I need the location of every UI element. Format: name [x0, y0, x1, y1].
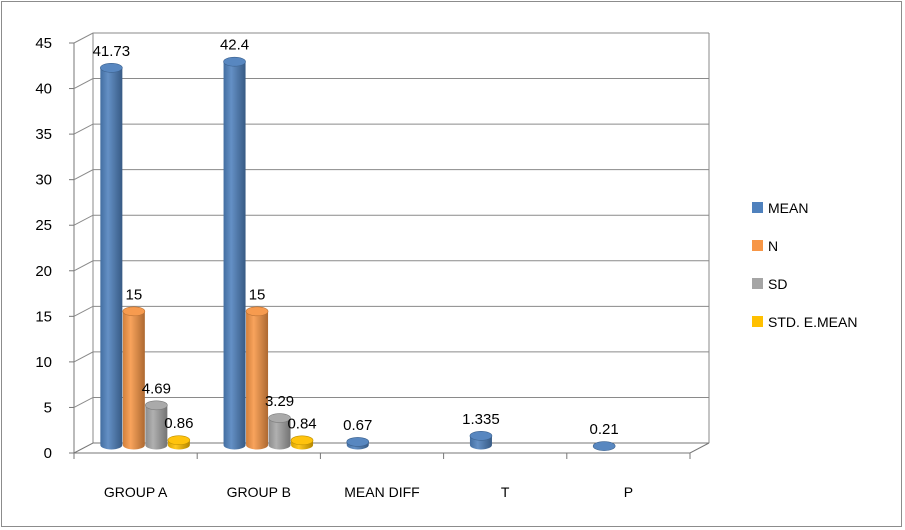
bar-mean-group-b — [223, 56, 246, 450]
x-category-label: GROUP A — [104, 484, 168, 500]
legend-item: N — [752, 238, 778, 254]
legend-item: SD — [752, 276, 787, 292]
y-tick-label: 40 — [35, 81, 52, 98]
y-tick-label: 25 — [35, 217, 52, 234]
gridline — [73, 169, 709, 181]
bar-sd-group-a — [145, 400, 168, 450]
data-label: 0.84 — [287, 415, 316, 432]
y-tick-label: 15 — [35, 308, 52, 325]
gridline — [73, 32, 709, 44]
legend-swatch — [752, 278, 763, 289]
legend-label: SD — [768, 276, 787, 292]
y-tick-label: 20 — [35, 263, 52, 280]
data-label: 15 — [249, 286, 266, 303]
legend-swatch — [752, 316, 763, 327]
data-labels: 41.73 15 4.69 0.86 42.4 15 3.29 0.84 0.67 1.335 0.… — [93, 37, 619, 438]
y-tick-label: 35 — [35, 126, 52, 143]
bar-mean-p — [592, 441, 616, 451]
bar-sd-group-b — [268, 413, 291, 450]
x-category-label: P — [624, 484, 633, 500]
bar-std-e-mean-group-a — [167, 435, 191, 450]
gridline — [73, 305, 709, 317]
bars — [100, 56, 616, 451]
data-label: 41.73 — [93, 43, 131, 60]
gridlines — [73, 32, 709, 408]
data-label: 0.67 — [343, 417, 372, 434]
bar-n-group-a — [122, 306, 146, 450]
legend-label: STD. E.MEAN — [768, 314, 857, 330]
data-label: 0.86 — [164, 415, 193, 432]
y-axis-ticks: 0 5 10 15 20 25 30 35 40 45 — [35, 35, 74, 462]
gridline — [73, 78, 709, 89]
data-label: 4.69 — [142, 380, 171, 397]
data-label: 42.4 — [220, 37, 249, 54]
x-category-label: T — [501, 484, 510, 500]
gridline — [73, 214, 709, 226]
data-label: 15 — [126, 286, 143, 303]
legend-item: STD. E.MEAN — [752, 314, 857, 330]
y-tick-label: 5 — [44, 399, 52, 416]
y-tick-label: 10 — [35, 354, 52, 371]
legend-label: N — [768, 238, 778, 254]
gridline — [73, 396, 709, 408]
legend-label: MEAN — [768, 200, 808, 216]
gridline — [73, 351, 709, 363]
gridline — [73, 260, 709, 272]
y-tick-label: 0 — [44, 445, 52, 462]
bar-mean-group-a — [100, 62, 123, 450]
bar-std-e-mean-group-b — [290, 435, 314, 450]
bar-mean-t — [469, 431, 493, 450]
x-category-label: MEAN DIFF — [344, 484, 419, 500]
legend: MEAN N SD STD. E.MEAN — [752, 200, 857, 330]
x-axis-categories: GROUP A GROUP B MEAN DIFF T P — [73, 453, 691, 500]
bar-mean-mean-diff — [346, 437, 370, 450]
legend-swatch — [752, 202, 763, 213]
data-label: 3.29 — [265, 393, 294, 410]
y-tick-label: 30 — [35, 172, 52, 189]
legend-swatch — [752, 240, 763, 251]
y-tick-label: 45 — [35, 35, 52, 52]
bar-n-group-b — [245, 306, 269, 450]
data-label: 0.21 — [590, 421, 619, 438]
legend-item: MEAN — [752, 200, 808, 216]
data-label: 1.335 — [462, 411, 500, 428]
x-category-label: GROUP B — [227, 484, 291, 500]
gridline — [73, 123, 709, 135]
